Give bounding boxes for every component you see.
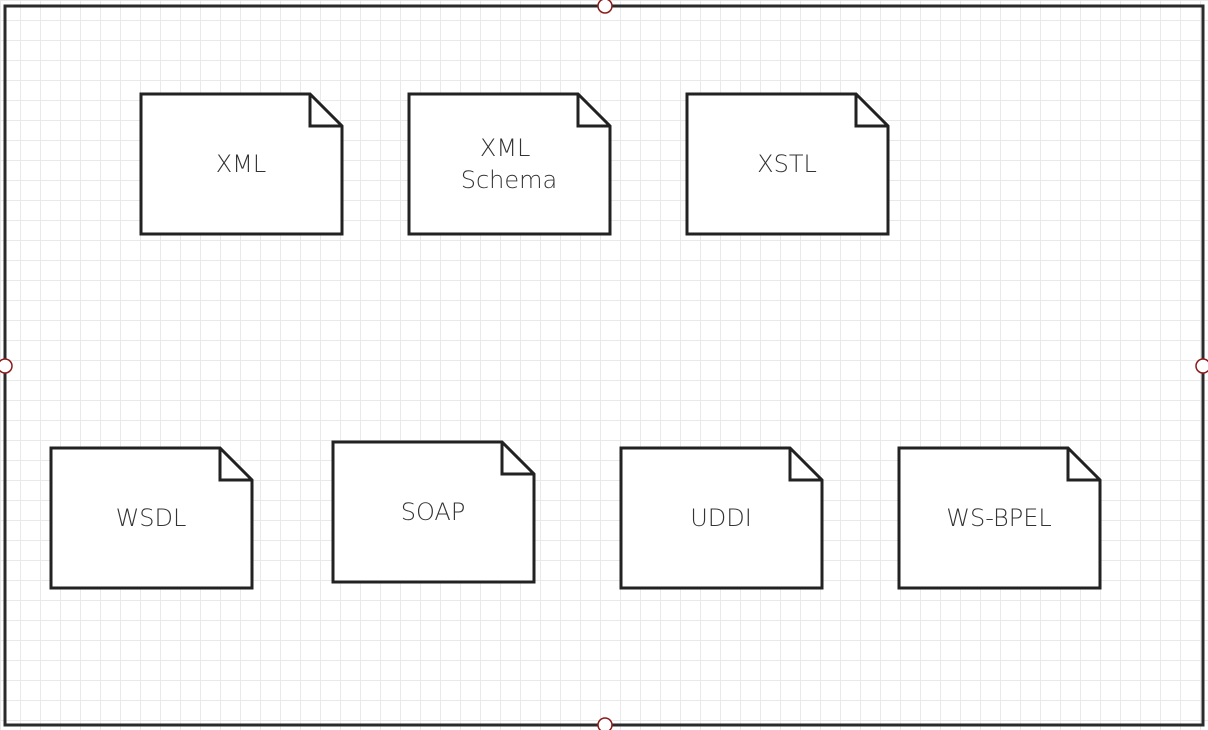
- document-label-xml: XML: [216, 150, 267, 178]
- document-shape-ws-bpel[interactable]: WS-BPEL: [897, 446, 1102, 590]
- document-shape-wsdl[interactable]: WSDL: [49, 446, 254, 590]
- document-label-ws-bpel: WS-BPEL: [946, 504, 1052, 532]
- document-label-soap: SOAP: [401, 498, 466, 526]
- document-label-xml-schema: XML Schema: [461, 134, 558, 194]
- document-shape-soap[interactable]: SOAP: [331, 440, 536, 584]
- document-shape-xstl[interactable]: XSTL: [685, 92, 890, 236]
- resize-handle-top[interactable]: [597, 0, 613, 14]
- document-shape-xml[interactable]: XML: [139, 92, 344, 236]
- document-shape-xml-schema[interactable]: XML Schema: [407, 92, 612, 236]
- document-label-xstl: XSTL: [757, 150, 817, 178]
- document-label-uddi: UDDI: [690, 504, 752, 532]
- resize-handle-bottom[interactable]: [597, 717, 613, 730]
- resize-handle-right[interactable]: [1195, 358, 1208, 374]
- resize-handle-left[interactable]: [0, 358, 13, 374]
- document-label-wsdl: WSDL: [116, 504, 187, 532]
- document-shape-uddi[interactable]: UDDI: [619, 446, 824, 590]
